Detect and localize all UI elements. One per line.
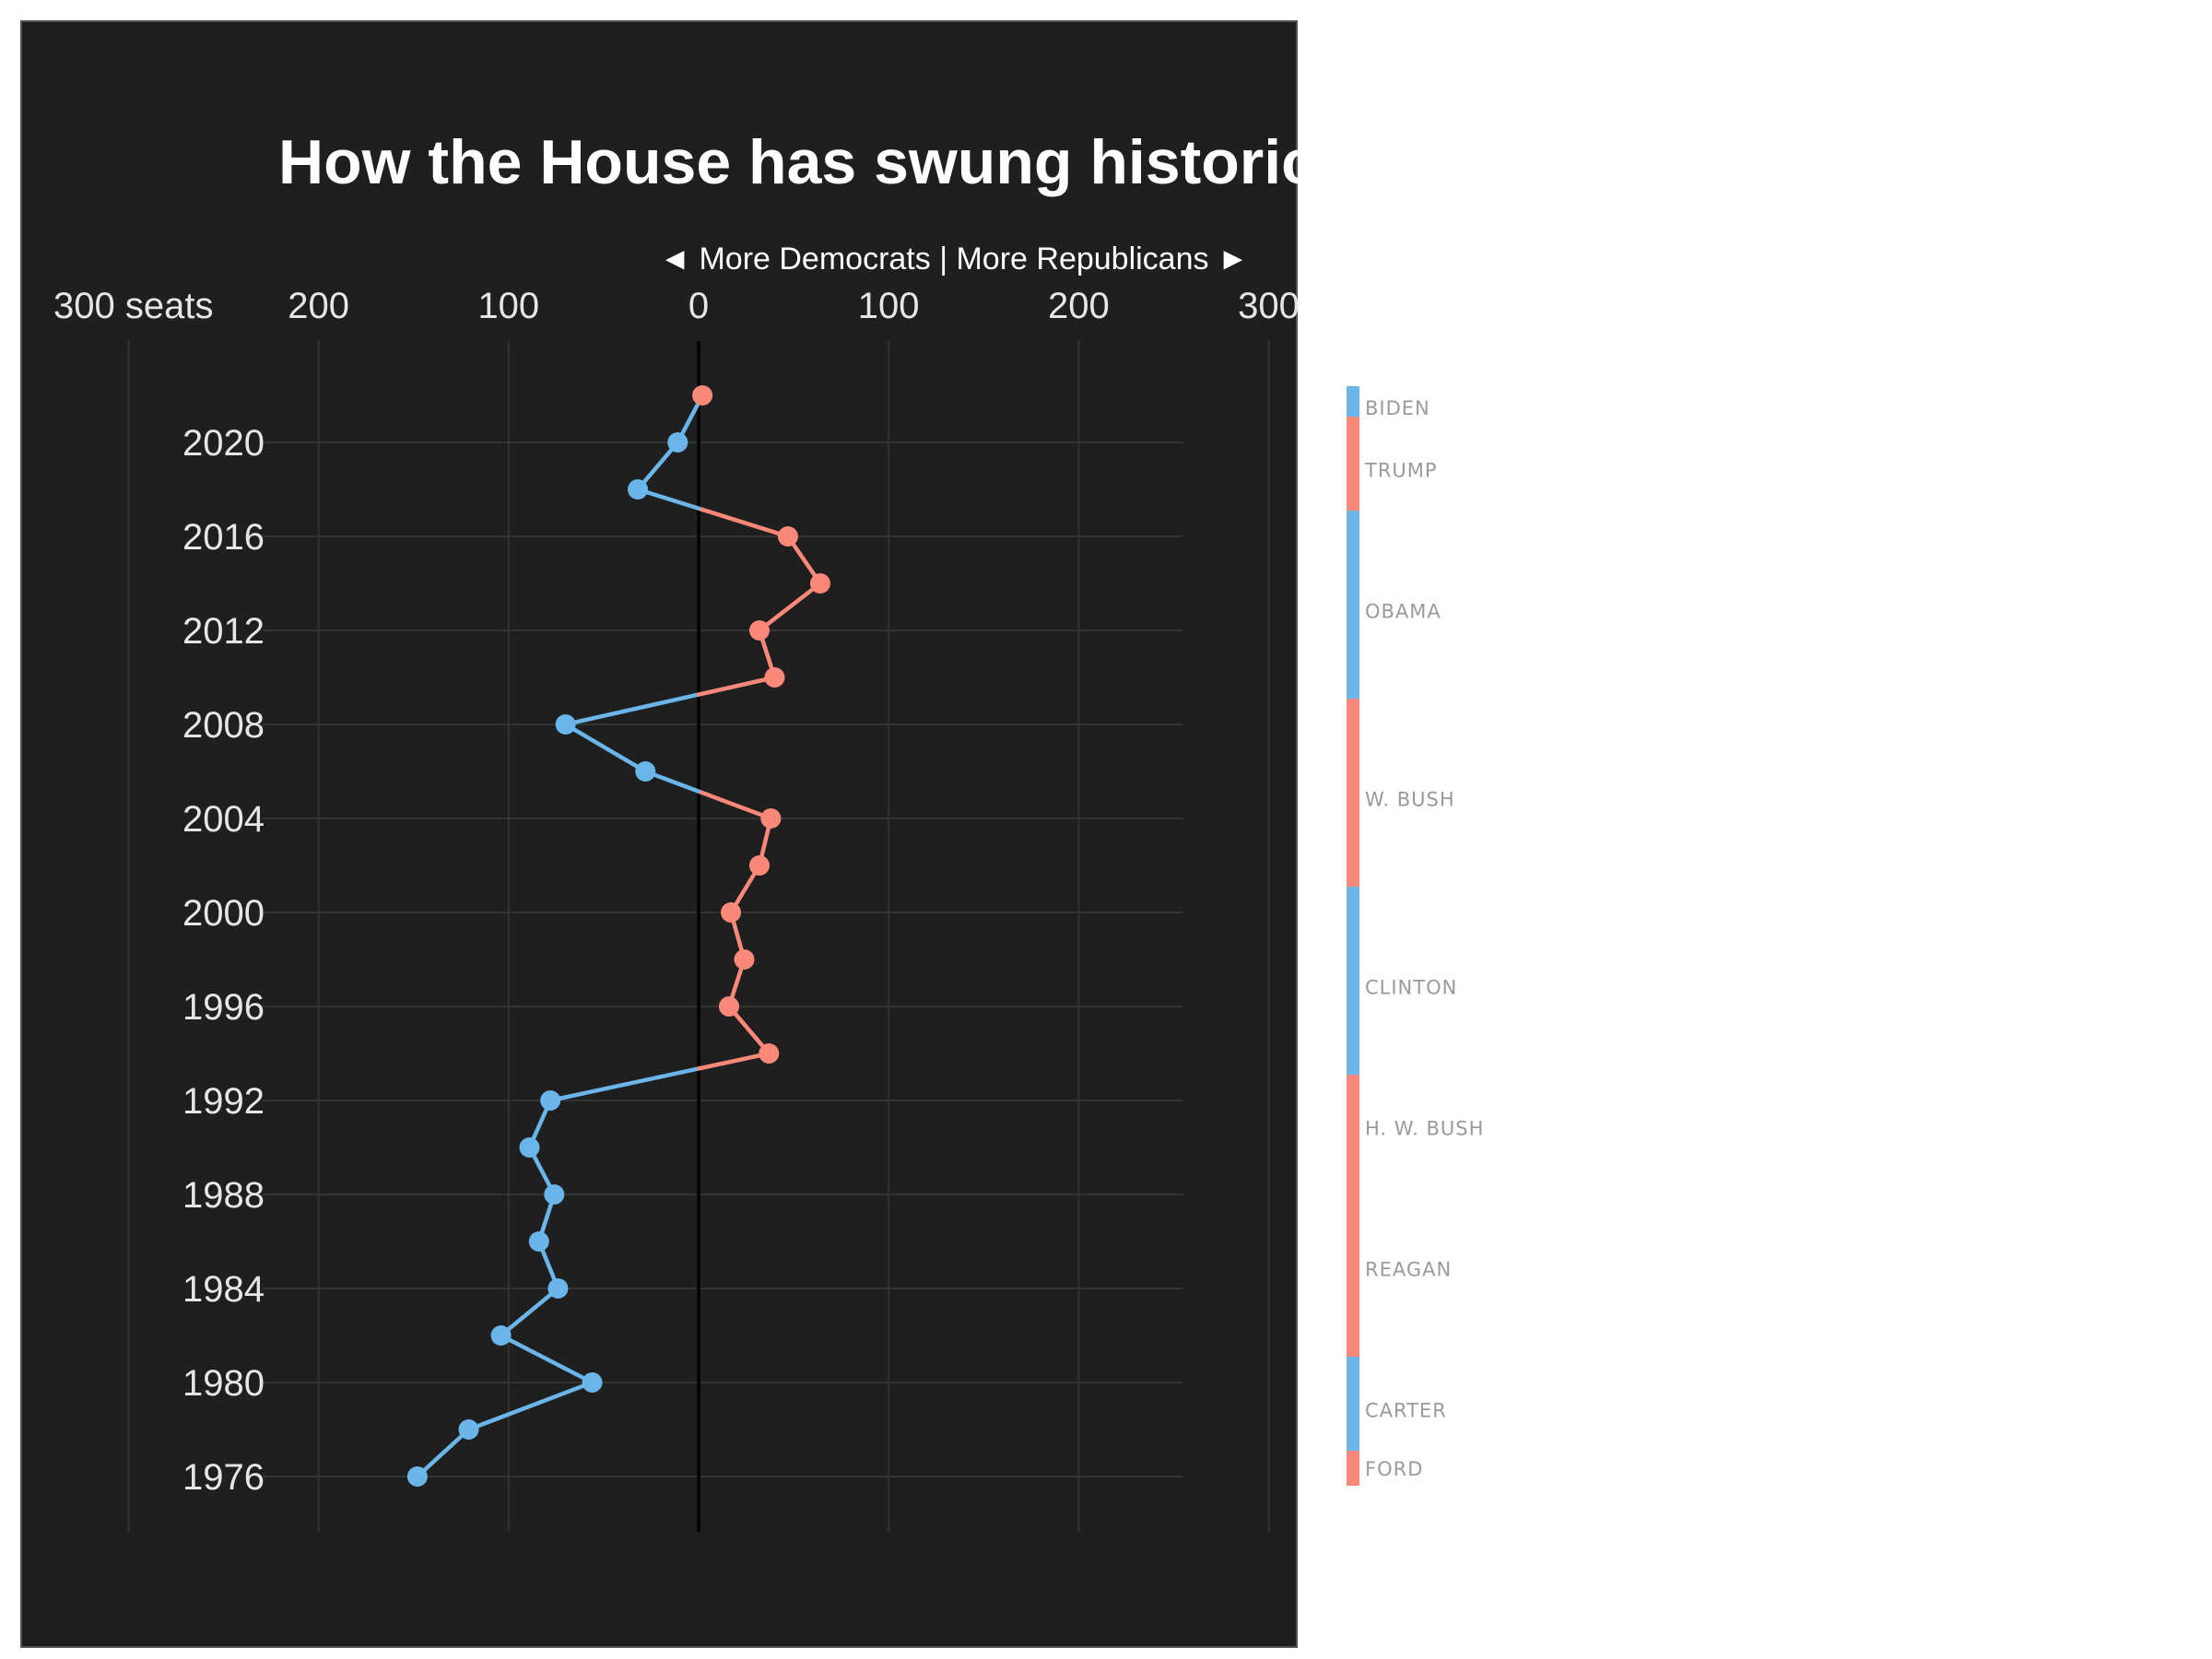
president-label: W. BUSH [1365,788,1455,810]
y-tick-label: 2000 [182,893,265,934]
president-term-bar [1347,1075,1359,1181]
series-line-segment [726,1004,771,1056]
chart-title: How the House has swung historically [278,127,1421,197]
series-line-segment [415,1427,471,1479]
data-point [748,620,770,641]
data-point [748,855,770,876]
data-point [490,1325,512,1346]
x-tick-label: 200 [288,286,349,326]
data-point [540,1090,561,1111]
series-line-segment [547,1066,701,1103]
y-tick-label: 1996 [182,987,265,1028]
president-term-bar [1347,699,1359,899]
x-tick-label: 300 seats [53,286,213,326]
president-term-bar [1347,1451,1359,1486]
president-label: OBAMA [1365,600,1441,622]
y-tick-label: 1988 [182,1175,265,1216]
series-line-segment [563,722,648,774]
series-line-segment [499,1333,594,1385]
series-line-segment [499,1286,560,1338]
data-point [809,573,830,594]
data-point [721,902,742,923]
y-tick-label: 1992 [182,1081,265,1122]
president-label: H. W. BUSH [1365,1117,1484,1139]
x-tick-label: 300 [1238,286,1300,326]
president-term-bar [1347,1357,1359,1463]
president-label: FORD [1365,1458,1423,1480]
grid-layer [127,341,1270,1532]
president-term-bar [1347,511,1359,711]
data-point [628,479,649,500]
x-tick-label: 0 [688,286,709,326]
data-point [528,1231,549,1252]
data-point [667,432,688,453]
data-point [582,1372,603,1393]
series-line-segment [696,675,777,697]
data-point [692,385,713,406]
x-tick-label: 100 [858,286,920,326]
series-line-segment [635,440,680,492]
data-point [406,1466,428,1487]
data-point [718,996,739,1017]
y-tick-label: 1980 [182,1363,265,1404]
president-term-bar [1347,887,1359,1087]
president-label: CARTER [1365,1399,1447,1421]
president-label: TRUMP [1364,459,1438,481]
y-tick-label: 1976 [182,1457,265,1498]
x-tick-label: 200 [1048,286,1110,326]
president-term-bar [1347,1169,1359,1369]
y-tick-label: 2008 [182,705,265,746]
data-point [519,1137,540,1158]
series-line-segment [563,692,701,727]
president-term-bar [1347,417,1359,523]
president-label: REAGAN [1365,1258,1452,1280]
y-tick-label: 2020 [182,423,265,464]
data-point [759,1043,780,1064]
president-label: BIDEN [1365,397,1430,419]
data-point [777,526,798,547]
series-line-segment [466,1380,594,1432]
data-point [547,1278,569,1299]
president-label: CLINTON [1365,976,1457,998]
data-point [760,808,782,829]
president-timeline: BIDEN TRUMP OBAMA W. BUSH CLINTON H. W. BUSH R… [1347,386,1484,1486]
y-tick-label: 2012 [182,611,265,652]
series-point-layer [406,385,830,1487]
series-line-segment [757,581,823,633]
y-tick-label: 2016 [182,517,265,558]
x-tick-labels: 300 seats 200 100 0 100 200 300 [53,286,1300,326]
series-line-segment [696,1051,771,1071]
data-point [544,1184,565,1205]
chart-panel [20,20,1298,1648]
series-line-segment [696,789,773,821]
y-tick-label: 1984 [182,1269,265,1310]
data-point [734,949,755,970]
y-tick-label: 2004 [182,799,265,840]
y-tick-labels: 2020 2016 2012 2008 2004 2000 1996 1992 1988 1984… [182,423,265,1498]
data-point [764,667,785,688]
chart-right-mask [1298,0,2212,369]
series-line-segment [696,506,791,539]
data-point [458,1419,479,1440]
data-point [635,761,656,782]
data-point [555,714,576,735]
direction-label: ◄ More Democrats | More Republicans ► [659,241,1248,276]
series-line-segment [635,487,701,511]
x-tick-label: 100 [477,286,539,326]
